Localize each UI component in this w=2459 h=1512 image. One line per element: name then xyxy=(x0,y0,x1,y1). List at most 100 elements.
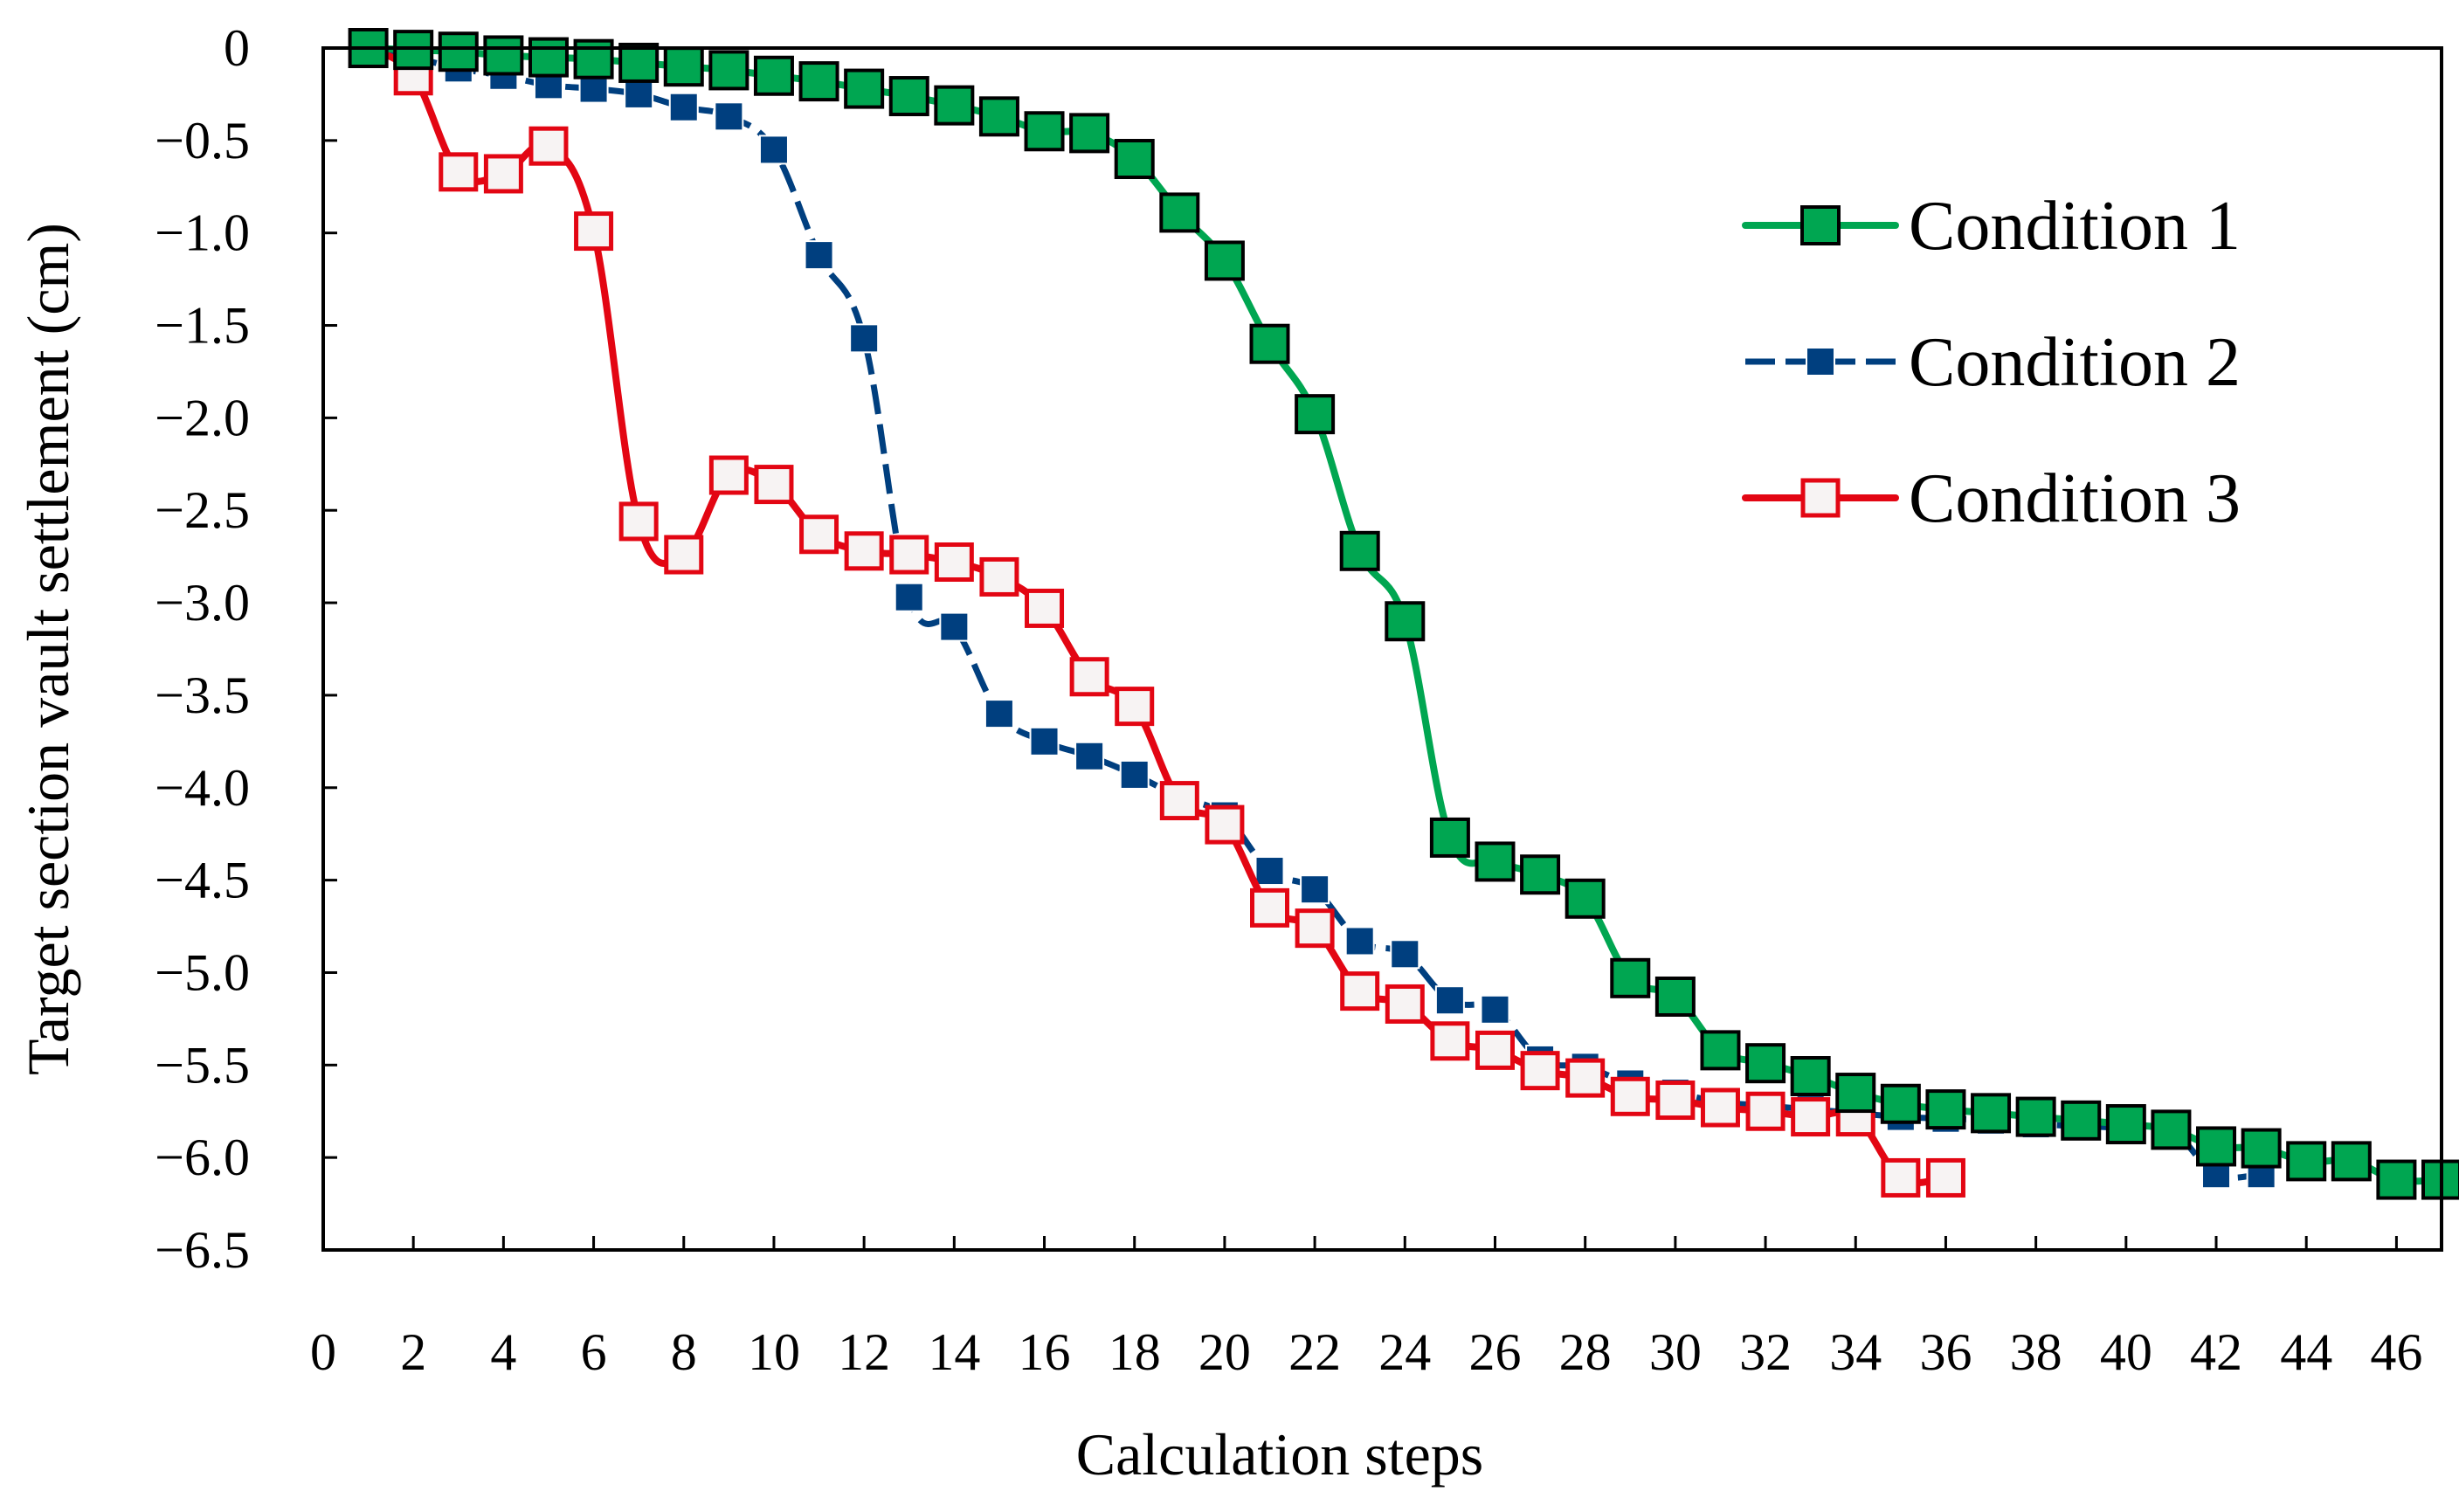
data-point xyxy=(1300,874,1330,905)
data-point xyxy=(1385,984,1425,1024)
data-point xyxy=(528,37,569,78)
x-tick-label: 44 xyxy=(2280,1323,2332,1381)
x-tick-label: 0 xyxy=(310,1323,336,1381)
y-axis-title: Target section vault settlement (cm) xyxy=(15,223,81,1075)
data-point xyxy=(1069,657,1109,697)
data-point xyxy=(1565,878,1606,919)
x-tick-label: 30 xyxy=(1649,1323,1702,1381)
data-point xyxy=(1344,926,1375,956)
data-point xyxy=(1520,1051,1560,1091)
x-tick-label: 46 xyxy=(2370,1323,2422,1381)
y-tick-label: −3.0 xyxy=(155,574,250,632)
data-point xyxy=(483,35,524,76)
data-point xyxy=(708,50,749,91)
data-point xyxy=(1700,1087,1740,1128)
legend-label: Condition 1 xyxy=(1909,188,2241,265)
data-point xyxy=(574,211,614,252)
x-tick-label: 6 xyxy=(581,1323,607,1381)
x-axis: 0 2 4 6 8 10 12 14 16 18 20 22 24 26 28 30 32 34 36 38 40 42 4… xyxy=(310,1236,2422,1381)
x-axis-title: Calculation steps xyxy=(1076,1421,1483,1488)
data-point xyxy=(1254,856,1285,887)
y-tick-label: −5.5 xyxy=(155,1036,250,1094)
data-point xyxy=(483,154,523,194)
series-3 xyxy=(349,28,1965,1198)
data-point xyxy=(1295,908,1335,949)
x-tick-label: 32 xyxy=(1739,1323,1792,1381)
data-point xyxy=(663,46,704,87)
data-point xyxy=(894,582,924,612)
data-point xyxy=(2286,1141,2327,1182)
data-point xyxy=(1565,1058,1606,1098)
data-point xyxy=(1835,1073,1876,1114)
legend-label: Condition 2 xyxy=(1909,324,2241,401)
data-point xyxy=(2331,1141,2372,1182)
x-tick-label: 42 xyxy=(2190,1323,2242,1381)
data-point xyxy=(984,699,1014,729)
y-tick-label: −5.0 xyxy=(155,943,250,1001)
data-point xyxy=(1159,192,1200,233)
data-point xyxy=(1610,957,1651,998)
legend-marker xyxy=(1800,478,1841,518)
data-point xyxy=(2151,1109,2192,1150)
data-point xyxy=(2376,1159,2417,1200)
data-point xyxy=(1475,841,1516,882)
data-point xyxy=(1655,1080,1696,1121)
y-tick-label: −1.0 xyxy=(155,204,250,262)
x-tick-label: 4 xyxy=(490,1323,516,1381)
data-point xyxy=(1971,1093,2012,1134)
data-point xyxy=(1475,1030,1515,1070)
data-point xyxy=(758,135,789,165)
x-tick-label: 14 xyxy=(928,1323,980,1381)
data-point xyxy=(1700,1030,1741,1071)
data-point xyxy=(664,535,704,575)
x-tick-label: 34 xyxy=(1829,1323,1882,1381)
data-point xyxy=(1654,976,1696,1017)
data-point xyxy=(939,611,970,642)
data-point xyxy=(1074,741,1105,771)
y-tick-label: −2.5 xyxy=(155,481,250,539)
data-point xyxy=(1745,1091,1786,1131)
data-point xyxy=(1610,1076,1650,1116)
data-point xyxy=(1025,588,1065,628)
data-point xyxy=(1385,601,1426,642)
legend-entry-2: Condition 2 xyxy=(1745,324,2241,401)
x-tick-label: 20 xyxy=(1198,1323,1251,1381)
data-point xyxy=(1340,971,1380,1011)
plot-area-frame xyxy=(321,46,2443,1252)
data-point xyxy=(439,152,479,192)
legend-marker xyxy=(1806,347,1835,376)
data-point xyxy=(888,76,929,117)
data-point xyxy=(1069,113,1110,154)
data-point xyxy=(889,535,929,575)
data-point xyxy=(844,531,884,571)
x-tick-label: 18 xyxy=(1109,1323,1161,1381)
data-point xyxy=(1205,804,1245,845)
data-point xyxy=(844,68,885,109)
data-point xyxy=(578,73,609,104)
data-point xyxy=(1430,1021,1470,1061)
data-point xyxy=(849,323,880,354)
data-point xyxy=(1339,530,1380,571)
data-point xyxy=(1250,887,1290,928)
data-point xyxy=(2015,1096,2056,1137)
y-axis: 0 −0.5 −1.0 −1.5 −2.0 −2.5 −3.0 −3.5 −4.0 −4.5 −5.… xyxy=(155,19,337,1279)
data-point xyxy=(2196,1126,2237,1167)
data-point xyxy=(1925,1089,1966,1130)
data-point xyxy=(934,542,974,583)
x-tick-label: 8 xyxy=(671,1323,697,1381)
data-point xyxy=(708,455,749,495)
data-point xyxy=(753,55,794,96)
data-point xyxy=(1434,985,1465,1016)
legend-label: Condition 3 xyxy=(1909,460,2241,537)
data-point xyxy=(1119,759,1150,790)
data-point xyxy=(618,501,659,542)
data-point xyxy=(1925,1157,1965,1198)
data-point xyxy=(804,240,834,271)
data-point xyxy=(1114,139,1155,180)
data-point xyxy=(528,126,569,166)
data-point xyxy=(714,101,744,132)
x-tick-label: 22 xyxy=(1288,1323,1341,1381)
x-tick-label: 26 xyxy=(1468,1323,1521,1381)
data-point xyxy=(1115,687,1155,727)
